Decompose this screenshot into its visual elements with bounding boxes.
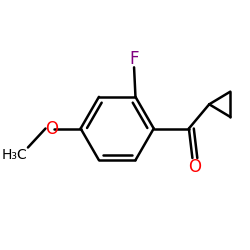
Text: O: O	[45, 120, 58, 138]
Text: H₃C: H₃C	[2, 148, 28, 162]
Text: O: O	[188, 158, 201, 176]
Text: F: F	[129, 50, 139, 68]
